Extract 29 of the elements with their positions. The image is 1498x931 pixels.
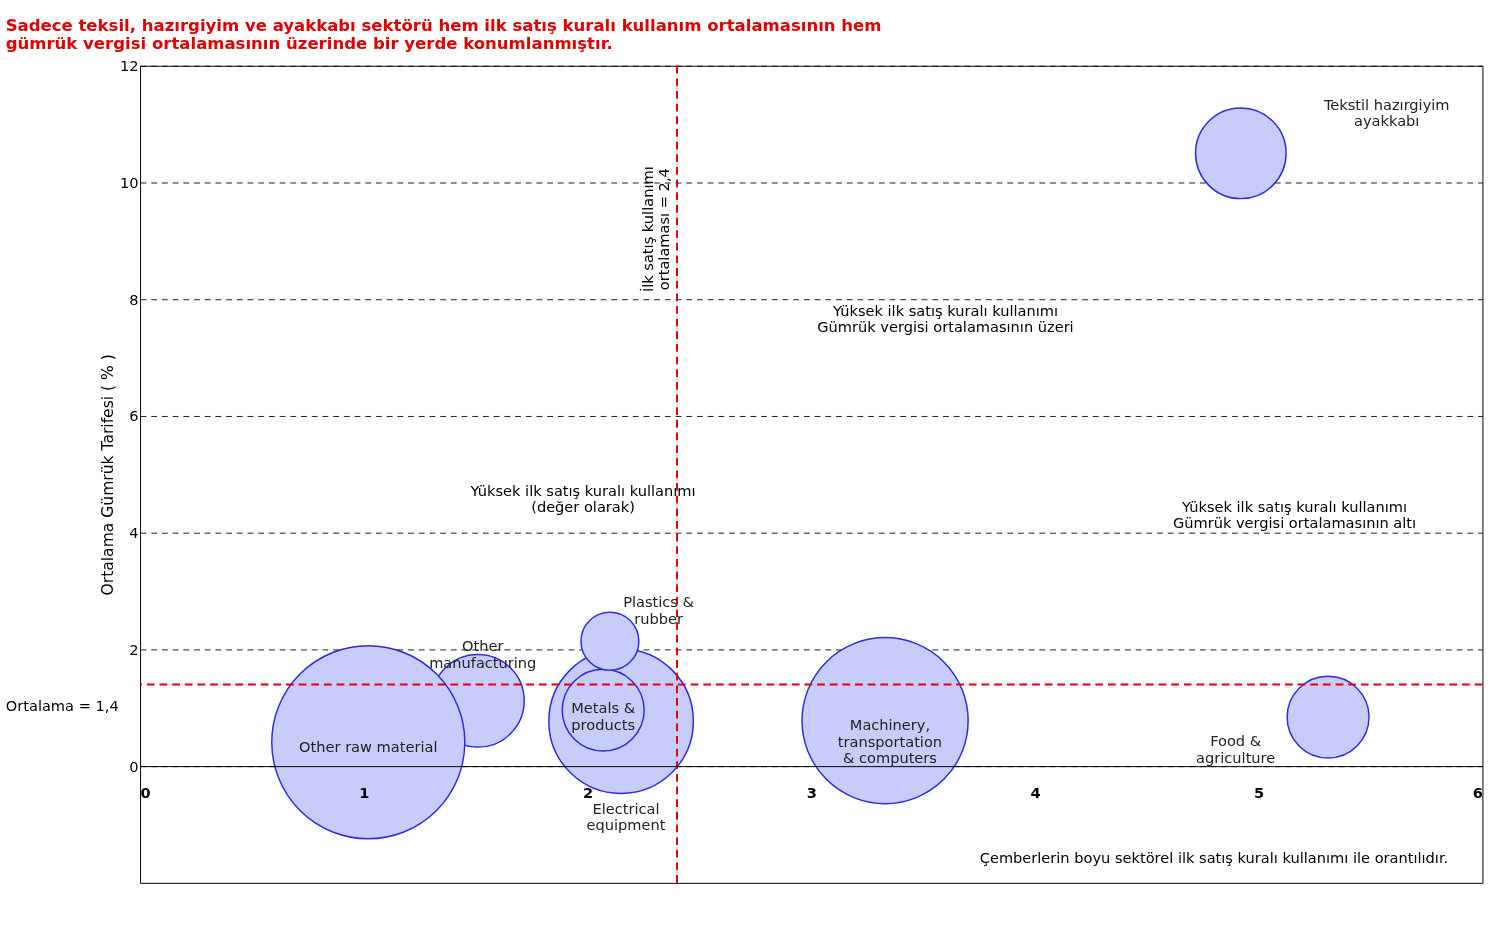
x-tick-label: 6 (1472, 783, 1483, 801)
y-tick-label: 4 (129, 524, 139, 542)
series-label: Electrical equipment (586, 799, 666, 834)
annotation: Yüksek ilk satış kuralı kullanımı Gümrük vergisi ortalamasının üzeri (817, 301, 1074, 336)
y-tick-label: 2 (129, 640, 139, 658)
x-tick-label: 3 (806, 783, 817, 801)
y-axis-title: Ortalama Gümrük Tarifesi ( % ) (99, 354, 118, 596)
x-tick-label: 4 (1030, 783, 1041, 801)
y-tick-label: 6 (129, 407, 139, 425)
annotation: Yüksek ilk satış kuralı kullanımı (değer olarak) (469, 481, 696, 516)
chart-title: Sadece teksil, hazırgiyim ve ayakkabı sektörü hem ilk satış kuralı kullanım ortalamasının hem gümrük vergisi ortalamasının üzerinde bir yerde konumlanmıştır. (5, 15, 882, 54)
annotation: Yüksek ilk satış kuralı kullanımı Gümrük vergisi ortalamasının altı (1172, 497, 1417, 532)
y-tick-label: 10 (120, 173, 139, 191)
text: Tekstil hazırgiyim ayakkabı (1322, 95, 1450, 130)
x-tick-label: 1 (359, 783, 370, 801)
series-label: Food & agriculture (1196, 732, 1276, 766)
series-label: Metals & products (571, 699, 636, 733)
y-tick-label: 8 (129, 290, 139, 308)
annotation: Çemberlerin boyu sektörel ilk satış kuralı kullanımı ile orantılıdır. (979, 849, 1449, 867)
series-label: Plastics & rubber (623, 593, 694, 627)
y-tick-label: 12 (120, 57, 139, 75)
x-tick-label: 0 (140, 783, 151, 801)
series-label: Other raw material (299, 737, 438, 755)
x-tick-label: 2 (582, 783, 594, 801)
x-tick-label: 5 (1254, 783, 1265, 801)
ref-line-label: Ortalama = 1,4 (5, 696, 119, 714)
series-label: Machinery, transportation & computers (837, 716, 943, 767)
y-tick-label: 0 (129, 757, 139, 775)
ref-line-label: İlk satış kullanımı ortalaması = 2,4 (638, 166, 673, 293)
